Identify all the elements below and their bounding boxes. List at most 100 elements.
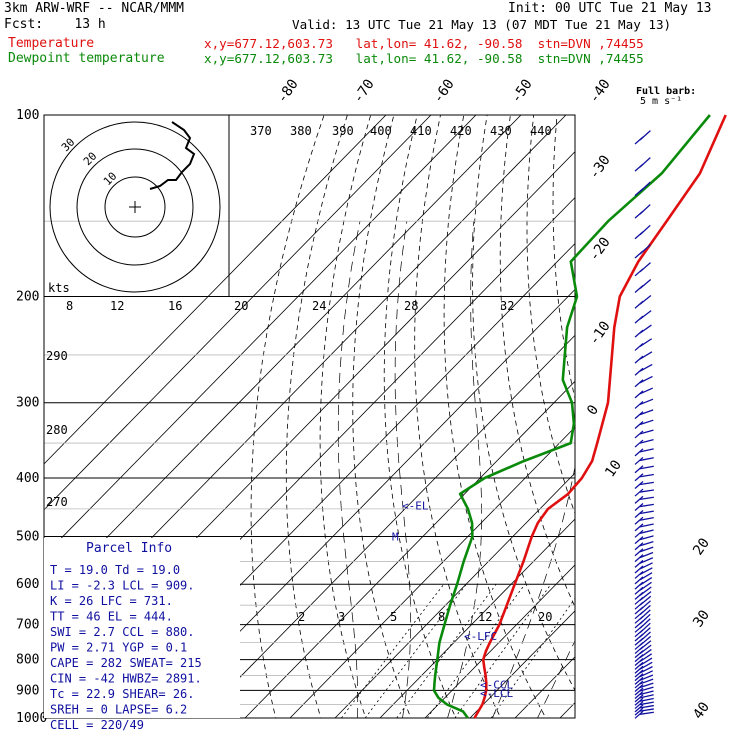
pressure-tick-label: 1000: [16, 711, 47, 726]
wind-barb: [634, 448, 654, 457]
wind-barb: [634, 707, 654, 716]
wind-barb: [634, 562, 653, 574]
wind-barb: [634, 419, 654, 429]
wind-barb: [634, 567, 653, 579]
isotherm-tick-label: -10: [586, 318, 614, 348]
pressure-tick-label: 900: [16, 683, 39, 698]
parcel-info-row: SWI = 2.7 CCL = 880.: [50, 625, 195, 639]
wind-barb: [634, 523, 654, 532]
moist-adiabat-line: [447, 221, 482, 718]
wind-barb: [634, 409, 654, 420]
wind-barb: [634, 701, 654, 710]
isotherm-line: [334, 472, 575, 718]
dry-adiabat-line: [650, 115, 740, 731]
wind-barb: [634, 670, 653, 682]
wind-barb: [634, 516, 654, 525]
hodograph-ring: [76, 148, 194, 266]
isotherm-tick-label: 20: [690, 535, 713, 558]
wind-barb: [634, 481, 654, 489]
wind-barb: [634, 644, 652, 659]
dry-adiabat-line: [674, 115, 740, 731]
theta-e-tick-label: 380: [290, 124, 312, 138]
dry-adiabat-line: [250, 115, 325, 718]
isotherm-tick-label: 0: [584, 402, 602, 418]
isotherm-tick-label: -50: [508, 76, 536, 106]
moist-adiabat-line: [337, 221, 361, 718]
wind-barb: [634, 631, 651, 646]
wind-barb: [634, 363, 653, 376]
wind-barb: [634, 697, 654, 706]
mixing-ratio-tick-label: 8: [438, 610, 445, 624]
wind-barb: [634, 351, 653, 364]
isotherm-line: [244, 380, 575, 718]
wind-barb: [634, 540, 654, 551]
parcel-info-row: PW = 2.71 YGP = 0.1: [50, 641, 187, 655]
wind-barb: [634, 279, 652, 294]
wind-barb: [634, 157, 651, 172]
wind-barb: [634, 310, 652, 324]
wind-barb: [634, 465, 654, 474]
parcel-info-row: LI = -2.3 LCL = 909.: [50, 579, 195, 593]
wind-barb: [634, 429, 654, 439]
pressure-tick-label: 800: [16, 653, 39, 668]
wind-barb: [634, 324, 652, 338]
wind-barb: [634, 627, 651, 642]
wind-barb: [634, 618, 651, 633]
wind-barb: [634, 546, 654, 557]
isotherm-tick-label: 30: [690, 607, 713, 630]
wind-barb: [634, 529, 654, 538]
wind-barb: [634, 557, 654, 568]
wind-barb: [634, 704, 654, 713]
dry-adiabat-line: [383, 115, 457, 718]
wind-barb: [634, 262, 651, 277]
pressure-tick-label: 300: [16, 396, 39, 411]
isotherm-line: [469, 610, 575, 718]
wind-barb: [634, 666, 653, 678]
mixing-ratio-tick-label: 20: [538, 610, 552, 624]
speed-tick-label: 24: [312, 299, 326, 313]
wind-barb: [634, 244, 651, 259]
wind-barb: [634, 387, 654, 399]
dry-adiabat-line: [526, 115, 575, 515]
wind-barb: [634, 635, 652, 650]
pressure-tick-label: 100: [16, 108, 39, 123]
wind-barb: [634, 653, 653, 667]
wind-barb: [634, 572, 653, 585]
pressure-tick-label: 600: [16, 577, 39, 592]
wind-barb: [634, 338, 653, 351]
wind-barb: [634, 591, 652, 605]
pressure-tick-label: 500: [16, 529, 39, 544]
parcel-level-label: <-LFC: [464, 630, 497, 643]
wind-barb: [634, 224, 651, 240]
hodograph-ring-label: 10: [101, 170, 120, 189]
parcel-info-row: SREH = 0 LAPSE= 6.2: [50, 703, 187, 717]
wind-barb: [634, 694, 654, 703]
wind-barb: [634, 648, 652, 663]
isotherm-line: [44, 115, 387, 465]
barb-key-unit: 5 m s⁻¹: [640, 96, 682, 107]
speed-tick-label: 28: [404, 299, 418, 313]
speed-tick-label: 8: [66, 299, 73, 313]
mixing-ratio-tick-label: 5: [390, 610, 397, 624]
temperature-label: Temperature: [8, 36, 95, 51]
isotherm-line: [379, 518, 575, 718]
dry-adiabat-line: [552, 115, 575, 401]
moist-adiabat-line: [394, 221, 412, 718]
isotherm-line: [424, 564, 575, 718]
mixing-ratio-tick-label: 12: [478, 610, 492, 624]
hodograph-ring: [104, 176, 166, 238]
hodograph-trace: [149, 121, 196, 190]
dewpoint-info: x,y=677.12,603.73 lat,lon= 41.62, -90.58…: [204, 51, 644, 66]
parcel-info-title: Parcel Info: [86, 541, 172, 556]
hodograph-unit-label: kts: [48, 281, 70, 295]
wind-barb: [634, 595, 652, 610]
isotherm-tick-label: -60: [430, 76, 458, 106]
wind-barb: [634, 678, 654, 689]
dry-adiabat-line: [443, 115, 547, 718]
mixing-ratio-tick-label: 2: [298, 610, 305, 624]
isotherm-line: [44, 115, 432, 511]
dry-adiabat-line: [319, 115, 372, 718]
wind-barb: [634, 690, 654, 699]
diagram-frame: [43, 114, 576, 719]
